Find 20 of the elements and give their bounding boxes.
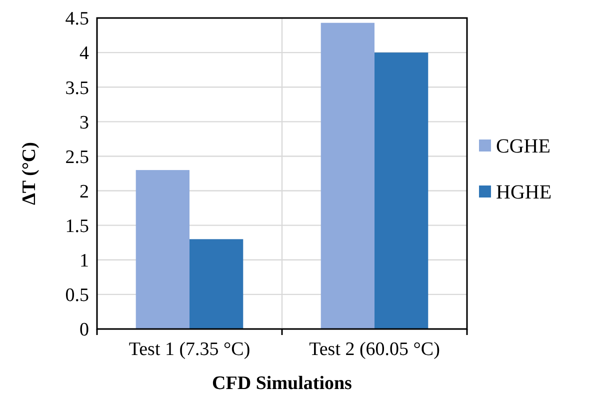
x-tick-label: Test 2 (60.05 °C): [309, 339, 440, 360]
legend-label: HGHE: [496, 182, 552, 204]
bar: [190, 239, 244, 329]
y-axis-title: ΔT (°C): [19, 142, 40, 205]
y-tick-label: 4.5: [65, 8, 89, 30]
y-tick-label: 2: [80, 181, 89, 202]
x-tick-label: Test 1 (7.35 °C): [128, 339, 250, 360]
y-tick-label: 3: [80, 112, 89, 134]
y-tick-label: 0.5: [65, 285, 89, 306]
y-tick-label: 4: [80, 43, 90, 64]
bar: [320, 22, 374, 329]
y-tick-label: 2.5: [65, 146, 89, 168]
y-tick-label: 3.5: [65, 78, 89, 99]
y-tick-label: 1: [80, 250, 89, 272]
legend-label: CGHE: [496, 136, 550, 158]
y-tick-label: 0: [80, 320, 89, 341]
x-axis-title: CFD Simulations: [212, 373, 352, 394]
bar: [374, 52, 428, 329]
y-tick-label: 1.5: [65, 216, 89, 237]
bar: [136, 170, 190, 329]
